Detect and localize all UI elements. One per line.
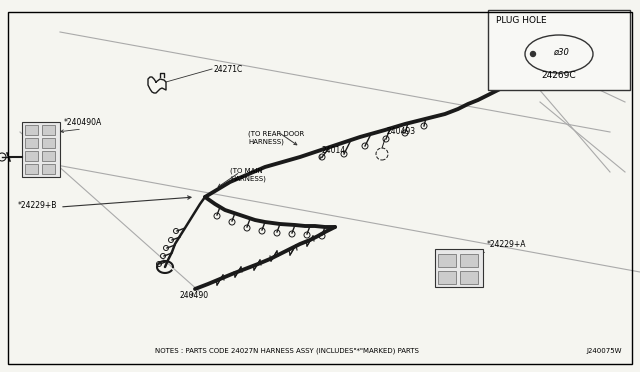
Text: 240493: 240493	[387, 127, 416, 136]
Text: (TO REAR DOOR
HARNESS): (TO REAR DOOR HARNESS)	[248, 130, 304, 145]
Bar	[25, 164, 38, 174]
Bar	[42, 138, 55, 148]
Text: *24229+B: *24229+B	[18, 201, 58, 210]
Text: *24229+A: *24229+A	[487, 240, 527, 249]
Text: 24269C: 24269C	[541, 71, 576, 80]
Bar	[488, 10, 630, 90]
Text: ø30: ø30	[553, 48, 569, 57]
Bar	[460, 254, 478, 267]
Text: (TO MAIN
HARNESS): (TO MAIN HARNESS)	[230, 167, 266, 182]
Bar	[25, 125, 38, 135]
Text: J240075W: J240075W	[586, 348, 622, 354]
Text: 24014: 24014	[322, 146, 346, 155]
Bar	[435, 249, 483, 287]
Text: 24271C: 24271C	[214, 64, 243, 74]
Bar	[438, 271, 456, 284]
Text: NOTES : PARTS CODE 24027N HARNESS ASSY (INCLUDES"*"MARKED) PARTS: NOTES : PARTS CODE 24027N HARNESS ASSY (…	[155, 347, 419, 354]
Bar	[460, 271, 478, 284]
Bar	[25, 138, 38, 148]
Text: 240490: 240490	[180, 291, 209, 300]
Text: PLUG HOLE: PLUG HOLE	[496, 16, 547, 25]
Bar	[25, 151, 38, 161]
Ellipse shape	[525, 35, 593, 73]
Bar	[42, 151, 55, 161]
Bar	[22, 122, 60, 177]
Bar	[438, 254, 456, 267]
Circle shape	[531, 51, 536, 57]
Text: *240490A: *240490A	[64, 118, 102, 127]
Bar	[42, 164, 55, 174]
Bar	[42, 125, 55, 135]
